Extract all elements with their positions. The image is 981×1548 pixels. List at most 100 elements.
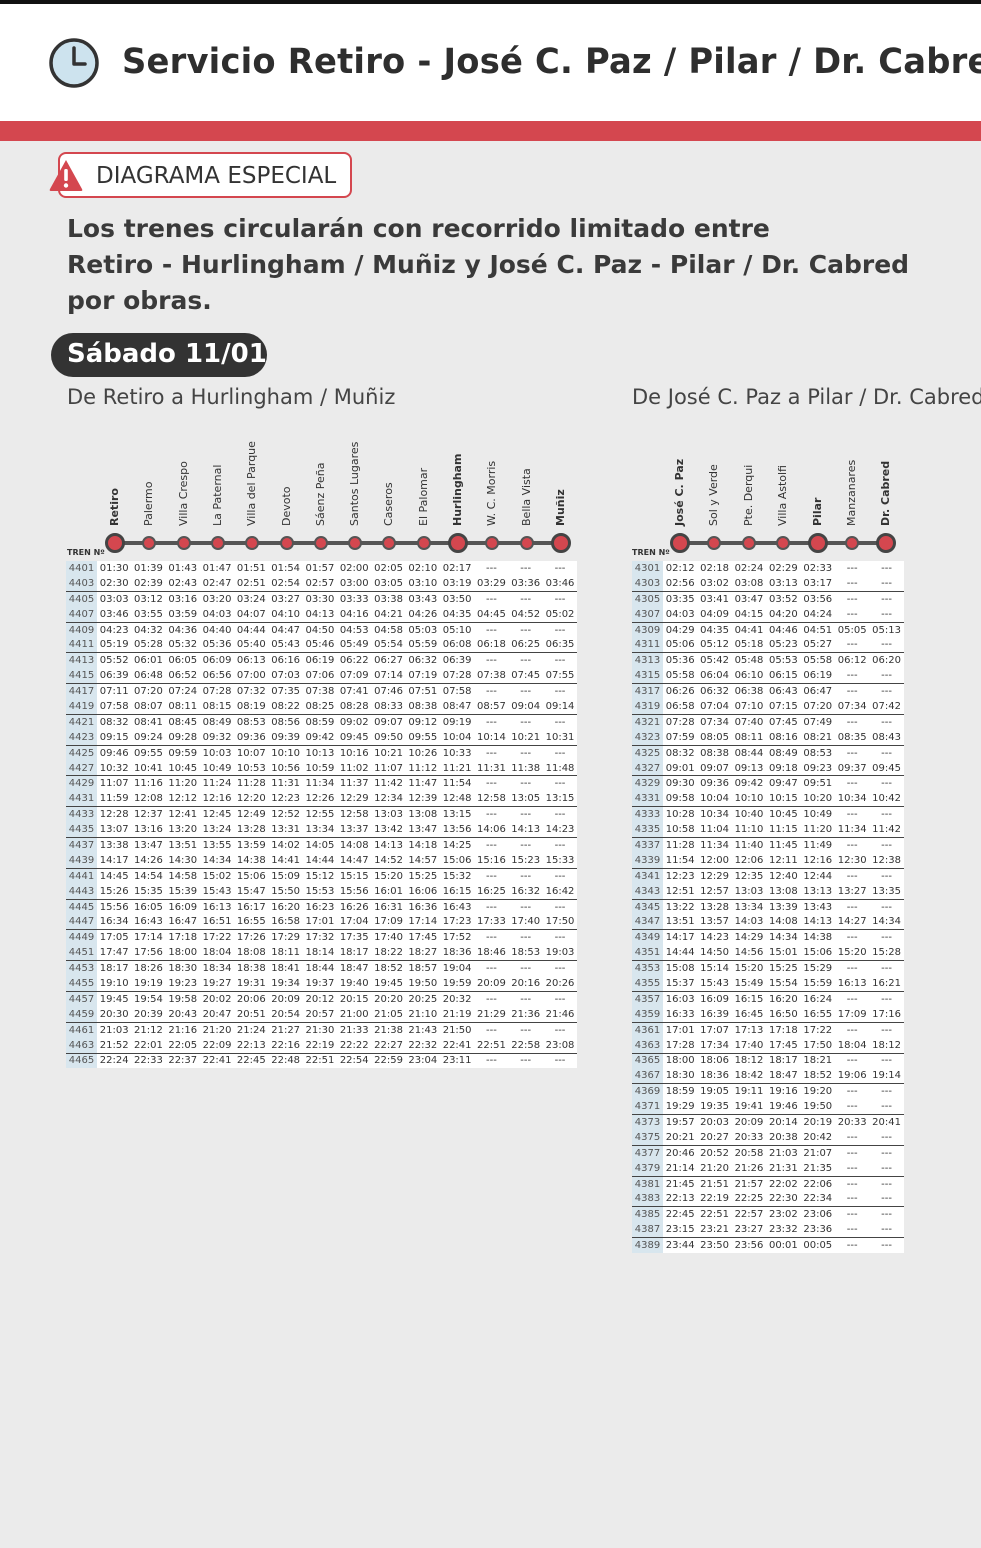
train-number: 4335 xyxy=(632,822,663,839)
departure-time: 22:59 xyxy=(371,1053,406,1069)
departure-time: 17:40 xyxy=(731,1037,767,1054)
departure-time: 03:36 xyxy=(508,575,543,592)
departure-time: 16:45 xyxy=(731,1006,767,1023)
departure-time: --- xyxy=(474,775,509,792)
departure-time: 11:45 xyxy=(766,837,801,853)
table-row: 4301 02:12 02:18 02:24 02:29 02:33 --- --- xyxy=(632,561,904,576)
table-row: 4445 15:56 16:05 16:09 16:13 16:17 16:20 16:23 1… xyxy=(66,899,578,915)
departure-time: 02:54 xyxy=(268,575,303,592)
departure-time: 13:47 xyxy=(131,837,166,853)
station-dot xyxy=(279,536,294,550)
departure-time: 16:25 xyxy=(474,883,509,900)
departure-time: 17:29 xyxy=(268,929,303,946)
departure-time: --- xyxy=(869,1129,904,1146)
train-number: 4449 xyxy=(66,929,97,946)
departure-time: --- xyxy=(474,591,509,607)
train-number: 4341 xyxy=(632,868,663,884)
station-dot xyxy=(416,536,431,550)
departure-time: 14:08 xyxy=(337,837,372,853)
departure-time: 10:16 xyxy=(337,745,372,761)
departure-time: --- xyxy=(508,929,543,946)
departure-time: 11:38 xyxy=(508,760,543,777)
departure-time: 11:24 xyxy=(199,775,235,792)
departure-time: 04:26 xyxy=(405,606,440,623)
station-dot xyxy=(348,536,363,550)
table-row: 4337 11:28 11:34 11:40 11:45 11:49 --- --- xyxy=(632,837,904,853)
departure-time: 09:59 xyxy=(165,745,200,761)
train-number: 4465 xyxy=(66,1053,97,1069)
departure-time: --- xyxy=(542,1053,578,1069)
departure-time: 22:19 xyxy=(302,1037,338,1054)
departure-time: 15:29 xyxy=(800,960,835,977)
departure-time: 14:17 xyxy=(97,852,132,869)
table-row: 4375 20:21 20:27 20:33 20:38 20:42 --- --- xyxy=(632,1129,904,1146)
departure-time: 12:57 xyxy=(697,883,732,900)
departure-time: --- xyxy=(542,775,578,792)
left-timetable: 4401 01:30 01:39 01:43 01:47 01:51 01:54 01:57 0… xyxy=(66,561,578,1069)
departure-time: 14:27 xyxy=(834,914,870,931)
table-row: 4361 17:01 17:07 17:13 17:18 17:22 --- --- xyxy=(632,1022,904,1038)
departure-time: 12:26 xyxy=(302,791,338,808)
departure-time: 18:30 xyxy=(165,960,200,977)
departure-time: 11:34 xyxy=(302,775,338,792)
departure-time: --- xyxy=(869,606,904,623)
departure-time: 20:51 xyxy=(234,1006,269,1023)
departure-time: 09:30 xyxy=(663,775,698,792)
departure-time: 10:45 xyxy=(165,760,200,777)
table-row: 4429 11:07 11:16 11:20 11:24 11:28 11:31 11:34 1… xyxy=(66,775,578,792)
table-row: 4453 18:17 18:26 18:30 18:34 18:38 18:41 18:44 1… xyxy=(66,960,578,977)
departure-time: 04:29 xyxy=(663,622,698,638)
train-number: 4367 xyxy=(632,1068,663,1085)
departure-time: --- xyxy=(869,1053,904,1069)
departure-time: 11:34 xyxy=(697,837,732,853)
departure-time: 18:27 xyxy=(405,945,440,962)
departure-time: 16:51 xyxy=(199,914,235,931)
departure-time: 03:24 xyxy=(234,591,269,607)
train-number: 4461 xyxy=(66,1022,97,1038)
station-dot xyxy=(741,536,756,550)
departure-time: 22:48 xyxy=(268,1053,303,1069)
departure-time: 06:32 xyxy=(697,683,732,700)
left-section-title: De Retiro a Hurlingham / Muñiz xyxy=(67,385,396,409)
train-number: 4409 xyxy=(66,622,97,638)
table-row: 4373 19:57 20:03 20:09 20:14 20:19 20:33 20:41 xyxy=(632,1114,904,1130)
departure-time: 10:04 xyxy=(439,729,475,746)
departure-time: 18:34 xyxy=(199,960,235,977)
departure-time: 10:45 xyxy=(766,806,801,823)
departure-time: 17:22 xyxy=(800,1022,835,1038)
departure-time: 16:13 xyxy=(199,899,235,915)
departure-time: 15:15 xyxy=(337,868,372,884)
departure-time: 16:15 xyxy=(731,991,767,1007)
departure-time: 20:03 xyxy=(697,1114,732,1130)
departure-time: --- xyxy=(834,806,870,823)
departure-time: 12:11 xyxy=(766,852,801,869)
departure-time: 03:20 xyxy=(199,591,235,607)
departure-time: 17:09 xyxy=(834,1006,870,1023)
departure-time: 14:57 xyxy=(405,852,440,869)
departure-time: 05:27 xyxy=(800,637,835,654)
departure-time: 07:45 xyxy=(508,668,543,685)
departure-time: 08:53 xyxy=(234,714,269,730)
departure-time: 23:02 xyxy=(766,1206,801,1223)
departure-time: 16:50 xyxy=(766,1006,801,1023)
table-row: 4367 18:30 18:36 18:42 18:47 18:52 19:06 19:14 xyxy=(632,1068,904,1085)
departure-time: 15:37 xyxy=(663,976,698,992)
departure-time: 07:20 xyxy=(800,699,835,715)
train-number: 4359 xyxy=(632,1006,663,1023)
departure-time: 20:25 xyxy=(405,991,440,1007)
departure-time: 06:38 xyxy=(731,683,767,700)
table-row: 4463 21:52 22:01 22:05 22:09 22:13 22:16 22:19 2… xyxy=(66,1037,578,1054)
table-row: 4315 05:58 06:04 06:10 06:15 06:19 --- --- xyxy=(632,668,904,685)
departure-time: 22:25 xyxy=(731,1191,767,1208)
departure-time: --- xyxy=(542,745,578,761)
departure-time: 03:05 xyxy=(371,575,406,592)
departure-time: 17:50 xyxy=(542,914,578,931)
departure-time: 19:45 xyxy=(97,991,132,1007)
train-number: 4377 xyxy=(632,1145,663,1161)
departure-time: 22:02 xyxy=(766,1176,801,1192)
station-label: Manzanares xyxy=(836,426,866,526)
departure-time: 01:51 xyxy=(234,561,269,576)
departure-time: 10:03 xyxy=(199,745,235,761)
departure-time: 02:18 xyxy=(697,561,732,576)
departure-time: 10:58 xyxy=(663,822,698,839)
